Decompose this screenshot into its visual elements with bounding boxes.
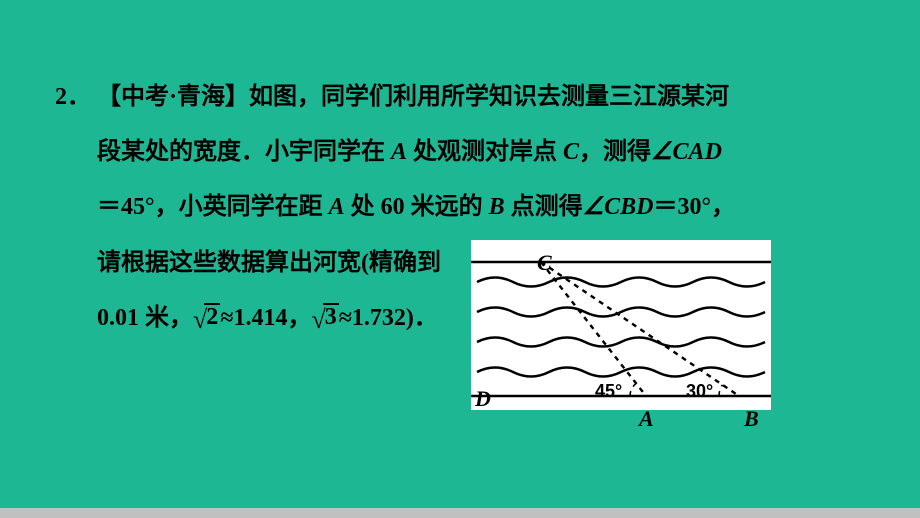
river-figure: C D A B 45° 30° [471, 240, 771, 410]
slide: 2． 【中考·青海】如图，同学们利用所学知识去测量三江源某河 段某处的宽度．小宇… [0, 0, 920, 518]
var-a: A [329, 194, 345, 220]
text: ≈1.732)． [339, 305, 438, 331]
var-b: B [489, 194, 505, 220]
label-b: B [744, 394, 759, 445]
line-3: ＝45°，小英同学在距 A 处 60 米远的 B 点测得∠CBD＝30°， [97, 180, 880, 235]
bottom-strip [0, 508, 920, 518]
text: ＝45°，小英同学在距 [97, 194, 329, 220]
text: ≈1.414， [220, 305, 311, 331]
problem-number: 2． [55, 70, 91, 125]
sqrt-3: √3 [311, 305, 338, 331]
left-column: 请根据这些数据算出河宽(精确到 0.01 米，√2≈1.414，√3≈1.732… [97, 236, 441, 346]
sqrt-2: √2 [193, 305, 220, 331]
lower-block: 请根据这些数据算出河宽(精确到 0.01 米，√2≈1.414，√3≈1.732… [97, 236, 880, 410]
line-5: 0.01 米，√2≈1.414，√3≈1.732)． [97, 291, 441, 346]
angle-cbd: ∠CBD [583, 194, 654, 220]
line-1: 【中考·青海】如图，同学们利用所学知识去测量三江源某河 [97, 70, 880, 125]
text: 段某处的宽度．小宇同学在 [97, 139, 391, 165]
radicand: 2 [204, 303, 220, 329]
text: 请根据这些数据算出河宽(精确到 [97, 250, 441, 276]
text: ＝30°， [654, 194, 736, 220]
problem-body: 【中考·青海】如图，同学们利用所学知识去测量三江源某河 段某处的宽度．小宇同学在… [97, 70, 880, 410]
angle-30: 30° [686, 371, 713, 412]
angle-45: 45° [595, 371, 622, 412]
text: 处观测对岸点 [407, 139, 563, 165]
line-2: 段某处的宽度．小宇同学在 A 处观测对岸点 C，测得∠CAD [97, 125, 880, 180]
var-c: C [563, 139, 579, 165]
text: ，测得 [579, 139, 651, 165]
problem: 2． 【中考·青海】如图，同学们利用所学知识去测量三江源某河 段某处的宽度．小宇… [55, 70, 880, 410]
angle-cad: ∠CAD [651, 139, 722, 165]
var-a: A [391, 139, 407, 165]
text: 处 60 米远的 [345, 194, 489, 220]
label-d: D [475, 374, 491, 425]
line-4: 请根据这些数据算出河宽(精确到 [97, 236, 441, 291]
label-c: C [537, 238, 552, 289]
radicand: 3 [323, 303, 339, 329]
text: 点测得 [505, 194, 583, 220]
text: 【中考·青海】如图，同学们利用所学知识去测量三江源某河 [97, 84, 729, 110]
text: 0.01 米， [97, 305, 193, 331]
label-a: A [639, 394, 654, 445]
